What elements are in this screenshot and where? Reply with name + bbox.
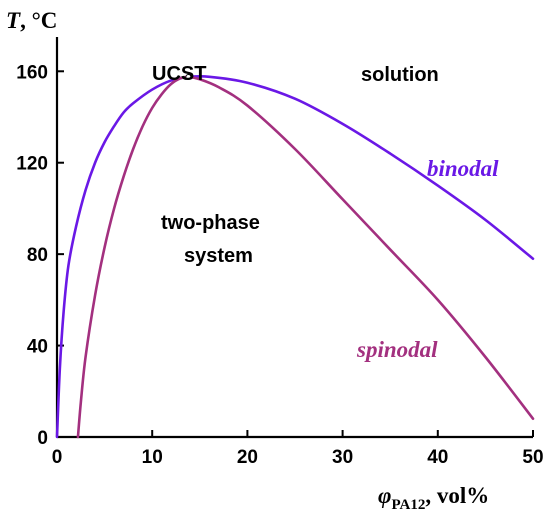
x-tick-label: 10 xyxy=(142,447,163,468)
y-tick-label: 40 xyxy=(27,337,48,358)
y-tick-label: 160 xyxy=(16,62,48,83)
x-axis-variable: φ xyxy=(378,483,391,508)
ucst-point xyxy=(185,74,192,80)
x-axis-subscript: PA12 xyxy=(391,497,425,513)
x-axis-unit: , vol% xyxy=(425,483,489,508)
spinodal-curve xyxy=(76,75,535,439)
y-tick-label: 120 xyxy=(16,154,48,175)
x-tick-label: 40 xyxy=(427,447,448,468)
x-axis-title: φPA12, vol% xyxy=(378,483,489,513)
binodal-label: binodal xyxy=(427,156,499,181)
y-tick-label: 0 xyxy=(37,428,48,449)
binodal-curve xyxy=(55,74,535,439)
two-phase-label: two-phase xyxy=(161,212,260,234)
solution-label: solution xyxy=(361,64,439,86)
x-tick-label: 30 xyxy=(332,447,353,468)
x-tick-label: 0 xyxy=(52,447,63,468)
y-tick-label: 80 xyxy=(27,245,48,266)
x-tick-label: 50 xyxy=(522,447,543,468)
y-axis-variable: T xyxy=(6,8,21,33)
system-label: system xyxy=(184,245,253,267)
x-tick-label: 20 xyxy=(237,447,258,468)
ucst-label: UCST xyxy=(152,63,206,85)
y-axis-unit: , °C xyxy=(20,8,57,33)
y-axis-title: T, °C xyxy=(6,8,57,33)
spinodal-label: spinodal xyxy=(356,337,438,362)
